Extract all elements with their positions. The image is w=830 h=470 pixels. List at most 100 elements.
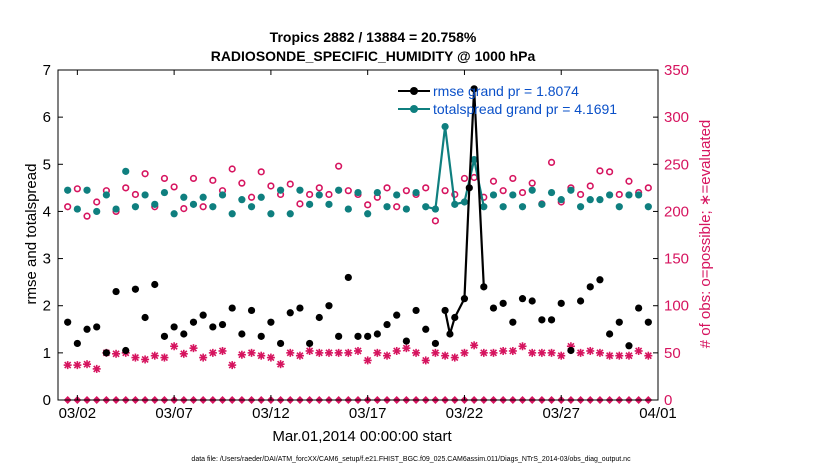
obs-evaluated-point xyxy=(528,348,537,357)
totalspread-point xyxy=(170,210,178,218)
obs-evaluated-point xyxy=(112,349,121,358)
totalspread-point xyxy=(199,193,207,201)
obs-evaluated-point xyxy=(131,353,140,362)
obs-possible-point xyxy=(547,158,556,166)
obs-possible-point xyxy=(247,193,256,201)
obs-evaluated-point xyxy=(508,346,517,355)
totalspread-point xyxy=(122,167,130,175)
obs-evaluated-point xyxy=(644,351,653,360)
x-tick-label: 03/27 xyxy=(542,405,580,422)
y-tick-label: 5 xyxy=(43,156,51,173)
rmse-point xyxy=(538,316,546,324)
totalspread-point xyxy=(509,191,517,199)
obs-evaluated-point xyxy=(189,344,198,353)
totalspread-point xyxy=(451,200,459,208)
obs-possible-point xyxy=(325,190,333,199)
rmse-point xyxy=(122,346,130,355)
totalspread-point xyxy=(480,203,488,211)
rmse-point xyxy=(209,323,217,331)
totalspread-point xyxy=(402,205,410,213)
y-right-tick-label: 350 xyxy=(664,62,689,79)
obs-evaluated-point xyxy=(586,346,595,355)
obs-evaluated-point xyxy=(605,351,614,360)
obs-evaluated-point xyxy=(305,346,314,355)
rmse-point xyxy=(238,330,246,338)
rmse-point xyxy=(276,339,285,348)
x-axis-label: Mar.01,2014 00:00:00 start xyxy=(272,428,452,445)
totalspread-point xyxy=(606,191,614,199)
rmse-point xyxy=(218,320,227,329)
obs-possible-point xyxy=(644,184,652,192)
obs-possible-point xyxy=(73,185,81,193)
y-right-tick-label: 250 xyxy=(664,156,689,173)
totalspread-point xyxy=(189,200,198,208)
totalspread-point xyxy=(518,203,527,211)
obs-possible-point xyxy=(238,179,246,187)
obs-evaluated-point xyxy=(537,348,546,357)
obs-possible-point xyxy=(335,162,343,170)
rmse-point xyxy=(625,342,633,350)
obs-evaluated-point xyxy=(228,361,237,370)
totalspread-point xyxy=(325,200,333,208)
obs-evaluated-point xyxy=(92,364,101,373)
obs-evaluated-point xyxy=(286,348,295,357)
y-axis-label: rmse and totalspread xyxy=(23,164,40,305)
totalspread-point xyxy=(131,203,140,211)
rmse-point xyxy=(112,287,120,296)
obs-evaluated-point xyxy=(518,342,527,351)
obs-possible-point xyxy=(596,167,604,175)
totalspread-point xyxy=(102,191,110,199)
totalspread-point xyxy=(625,191,633,199)
chart-title: Tropics 2882 / 13884 = 20.758% xyxy=(270,29,477,45)
x-tick-label: 04/01 xyxy=(639,405,677,422)
obs-evaluated-point xyxy=(499,346,508,355)
rmse-point xyxy=(635,304,643,312)
rmse-point xyxy=(151,280,159,289)
totalspread-point xyxy=(644,203,652,211)
obs-possible-point xyxy=(499,187,507,195)
obs-possible-point xyxy=(160,174,169,183)
obs-possible-point xyxy=(422,184,430,192)
obs-evaluated-point xyxy=(276,360,285,369)
y-right-tick-label: 150 xyxy=(664,251,689,268)
obs-evaluated-point xyxy=(73,361,82,370)
obs-evaluated-point xyxy=(595,348,604,357)
rmse-point xyxy=(296,304,304,312)
obs-evaluated-point xyxy=(460,348,469,357)
obs-evaluated-point xyxy=(247,348,256,357)
obs-evaluated-point xyxy=(373,348,382,357)
rmse-point xyxy=(383,320,391,329)
y-tick-label: 4 xyxy=(43,203,51,220)
totalspread-point xyxy=(422,203,430,211)
obs-evaluated-point xyxy=(547,348,556,357)
y-tick-label: 2 xyxy=(43,298,51,315)
rmse-point xyxy=(93,323,101,331)
obs-possible-point xyxy=(315,184,323,192)
totalspread-point xyxy=(576,203,585,211)
rmse-point xyxy=(422,325,430,333)
obs-evaluated-point xyxy=(441,351,450,360)
totalspread-point xyxy=(238,196,246,204)
obs-evaluated-point xyxy=(141,355,150,364)
obs-possible-point xyxy=(306,190,314,199)
totalspread-point xyxy=(470,155,478,164)
rmse-point xyxy=(644,318,652,326)
obs-evaluated-point xyxy=(315,348,324,357)
obs-possible-point xyxy=(296,200,304,208)
obs-possible-point xyxy=(141,170,149,178)
totalspread-point xyxy=(412,188,420,197)
y-right-tick-label: 50 xyxy=(664,345,681,362)
obs-possible-point xyxy=(344,187,352,195)
rmse-point xyxy=(465,184,473,192)
totalspread-point xyxy=(586,196,594,204)
rmse-point xyxy=(267,318,275,326)
legend-rmse-label: rmse grand pr = 1.8074 xyxy=(433,83,579,99)
y-right-tick-label: 200 xyxy=(664,203,689,220)
totalspread-point xyxy=(306,200,314,208)
totalspread-point xyxy=(64,186,72,194)
obs-possible-point xyxy=(402,187,410,195)
totalspread-point xyxy=(228,210,236,218)
rmse-point xyxy=(73,339,81,348)
y-right-tick-label: 0 xyxy=(664,392,672,409)
